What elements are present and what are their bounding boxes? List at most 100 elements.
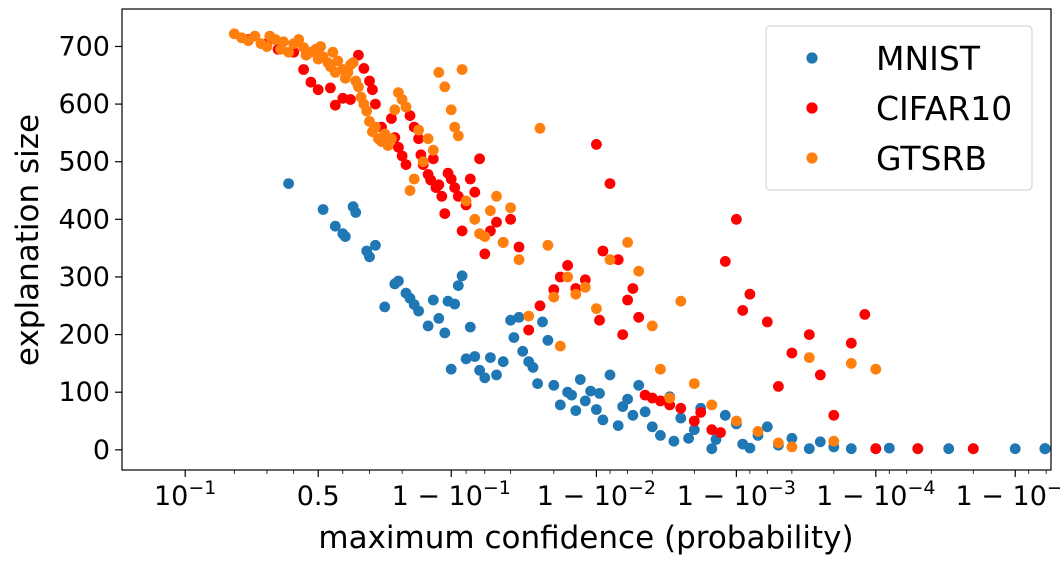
data-point bbox=[508, 332, 520, 343]
data-point bbox=[612, 254, 624, 266]
data-point bbox=[400, 159, 412, 171]
legend-label-mnist: MNIST bbox=[876, 39, 981, 78]
data-point bbox=[604, 178, 616, 190]
data-point bbox=[562, 271, 573, 283]
data-point bbox=[579, 274, 591, 286]
x-axis-label: maximum confidence (probability) bbox=[318, 520, 853, 556]
data-point bbox=[361, 105, 373, 117]
data-point bbox=[683, 432, 694, 444]
data-point bbox=[404, 185, 416, 196]
data-point bbox=[668, 435, 680, 447]
data-point bbox=[425, 174, 437, 186]
data-point bbox=[460, 195, 472, 207]
y-tick-label: 0 bbox=[93, 435, 110, 466]
data-point bbox=[413, 124, 424, 136]
data-point bbox=[485, 352, 496, 363]
y-axis: 0 100 200 300 400 500 600 700 bbox=[58, 31, 122, 466]
data-point bbox=[469, 213, 481, 225]
data-point bbox=[633, 265, 645, 277]
y-tick-label: 600 bbox=[58, 89, 110, 120]
legend-label-cifar10: CIFAR10 bbox=[876, 89, 1012, 128]
data-point bbox=[591, 303, 602, 314]
data-point bbox=[479, 372, 491, 384]
data-point bbox=[325, 82, 336, 94]
y-tick-label: 100 bbox=[58, 377, 110, 408]
data-point bbox=[761, 421, 773, 433]
data-point bbox=[597, 414, 609, 426]
data-point bbox=[828, 435, 840, 447]
data-point bbox=[633, 379, 645, 391]
data-point bbox=[579, 395, 591, 407]
data-point bbox=[814, 436, 826, 448]
data-point bbox=[456, 64, 468, 75]
data-point bbox=[617, 329, 629, 340]
data-point bbox=[639, 406, 651, 418]
data-point bbox=[845, 358, 857, 369]
data-point bbox=[594, 314, 605, 326]
data-point bbox=[404, 110, 416, 121]
data-point bbox=[445, 173, 457, 185]
data-point bbox=[554, 340, 566, 352]
data-point bbox=[427, 153, 439, 165]
data-point bbox=[370, 98, 381, 110]
data-point bbox=[883, 442, 895, 454]
legend-label-gtsrb: GTSRB bbox=[876, 139, 987, 178]
data-point bbox=[400, 101, 412, 113]
data-point bbox=[339, 231, 351, 243]
x-tick-label: 10−1 bbox=[154, 477, 216, 512]
data-point bbox=[1009, 443, 1021, 455]
data-point bbox=[845, 443, 857, 455]
data-point bbox=[485, 205, 496, 217]
data-point bbox=[622, 237, 633, 248]
data-point bbox=[474, 364, 485, 376]
data-point bbox=[464, 173, 476, 185]
data-point bbox=[859, 309, 871, 320]
data-point bbox=[943, 443, 955, 455]
data-point bbox=[367, 84, 378, 96]
data-point bbox=[715, 427, 726, 438]
data-point bbox=[293, 34, 305, 45]
data-point bbox=[828, 409, 840, 421]
data-point bbox=[870, 443, 882, 455]
data-point bbox=[422, 320, 434, 332]
data-point bbox=[283, 46, 294, 58]
data-point bbox=[548, 284, 560, 295]
data-point bbox=[731, 213, 742, 225]
data-point bbox=[386, 133, 397, 145]
data-point bbox=[408, 173, 420, 185]
data-point bbox=[396, 150, 408, 162]
data-point bbox=[439, 327, 451, 339]
x-tick-label: 0.5 bbox=[297, 481, 340, 512]
data-point bbox=[542, 239, 554, 251]
data-point bbox=[389, 104, 401, 116]
data-point bbox=[688, 415, 700, 427]
data-point bbox=[719, 256, 731, 267]
data-point bbox=[773, 437, 784, 449]
data-point bbox=[912, 443, 924, 455]
data-point bbox=[627, 283, 639, 294]
data-point bbox=[814, 369, 826, 381]
data-point bbox=[449, 121, 461, 133]
data-point bbox=[622, 393, 633, 405]
data-point bbox=[542, 334, 554, 346]
data-point bbox=[737, 305, 749, 316]
data-point bbox=[422, 133, 434, 145]
data-point bbox=[386, 113, 397, 124]
legend-frame bbox=[765, 25, 1033, 191]
data-point bbox=[604, 254, 616, 266]
data-point bbox=[491, 190, 502, 202]
data-point bbox=[562, 260, 573, 271]
data-point bbox=[604, 369, 616, 381]
data-point bbox=[675, 412, 687, 424]
data-point bbox=[249, 30, 261, 42]
data-point bbox=[417, 156, 429, 168]
data-point bbox=[523, 324, 535, 336]
data-point bbox=[370, 239, 381, 251]
data-point bbox=[505, 314, 516, 326]
data-point bbox=[719, 409, 731, 421]
data-point bbox=[517, 345, 529, 357]
points-layer bbox=[228, 28, 1051, 455]
data-point bbox=[591, 404, 602, 415]
data-point bbox=[675, 295, 687, 307]
